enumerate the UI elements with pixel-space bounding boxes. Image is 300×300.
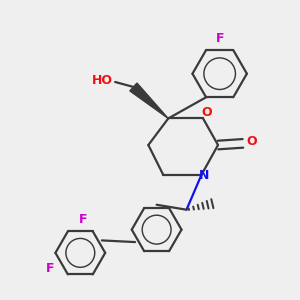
Text: F: F <box>46 262 55 275</box>
Text: F: F <box>79 213 87 226</box>
Text: O: O <box>246 135 256 148</box>
Polygon shape <box>130 83 168 118</box>
Text: N: N <box>199 169 209 182</box>
Text: O: O <box>201 106 212 119</box>
Text: F: F <box>215 32 224 45</box>
Text: HO: HO <box>92 74 112 87</box>
